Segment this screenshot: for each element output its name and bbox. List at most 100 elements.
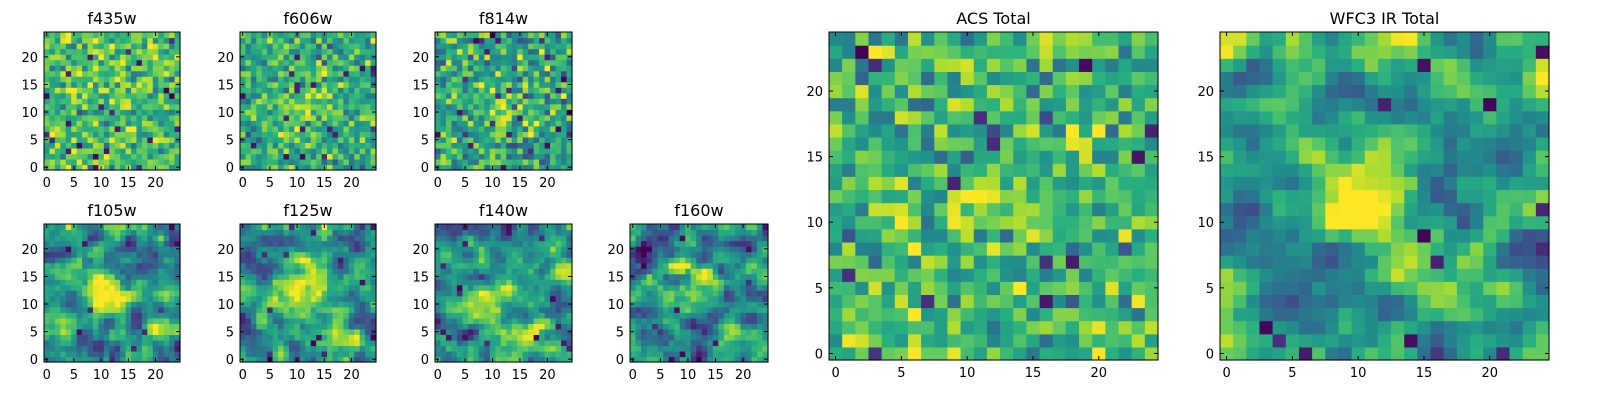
heatmap-cell bbox=[88, 82, 94, 88]
heatmap-cell bbox=[440, 109, 446, 115]
heatmap-cell bbox=[663, 334, 669, 340]
heatmap-cell bbox=[164, 230, 170, 236]
heatmap-cell bbox=[300, 301, 306, 307]
heatmap-cell bbox=[327, 340, 333, 346]
heatmap-cell bbox=[365, 137, 371, 143]
heatmap-cell bbox=[327, 60, 333, 66]
heatmap-cell bbox=[517, 263, 523, 269]
heatmap-cell bbox=[240, 235, 246, 241]
heatmap-cell bbox=[278, 329, 284, 335]
heatmap-cell bbox=[289, 279, 295, 285]
heatmap-cell bbox=[66, 301, 72, 307]
heatmap-cell bbox=[534, 230, 540, 236]
heatmap-cell bbox=[528, 268, 534, 274]
heatmap-cell bbox=[327, 263, 333, 269]
heatmap-cell bbox=[294, 126, 300, 132]
heatmap-cell bbox=[338, 268, 344, 274]
heatmap-cell bbox=[947, 281, 961, 295]
heatmap-cell bbox=[289, 38, 295, 44]
heatmap-cell bbox=[164, 54, 170, 60]
heatmap-cell bbox=[354, 246, 360, 252]
heatmap-cell bbox=[289, 252, 295, 258]
heatmap-cell bbox=[82, 274, 88, 280]
heatmap-cell bbox=[126, 285, 132, 291]
heatmap-cell bbox=[256, 98, 262, 104]
heatmap-cell bbox=[360, 54, 366, 60]
heatmap-cell bbox=[109, 340, 115, 346]
heatmap-cell bbox=[636, 323, 642, 329]
heatmap-cell bbox=[338, 148, 344, 154]
heatmap-cell bbox=[729, 301, 735, 307]
heatmap-cell bbox=[66, 279, 72, 285]
y-tick-label: 5 bbox=[30, 326, 38, 341]
heatmap-cell bbox=[882, 347, 896, 361]
heatmap-cell bbox=[528, 301, 534, 307]
heatmap-cell bbox=[479, 109, 485, 115]
x-tick-label: 15 bbox=[120, 176, 137, 191]
heatmap-cell bbox=[349, 263, 355, 269]
heatmap-cell bbox=[462, 54, 468, 60]
heatmap-cell bbox=[523, 318, 529, 324]
heatmap-cell bbox=[451, 115, 457, 121]
heatmap-cell bbox=[311, 49, 317, 55]
heatmap-cell bbox=[136, 296, 142, 302]
heatmap-cell bbox=[49, 148, 55, 154]
heatmap-cell bbox=[729, 290, 735, 296]
heatmap-cell bbox=[457, 65, 463, 71]
heatmap-cell bbox=[60, 285, 66, 291]
heatmap-cell bbox=[479, 115, 485, 121]
heatmap-cell bbox=[77, 142, 83, 148]
heatmap-cell bbox=[142, 279, 148, 285]
heatmap-cell bbox=[550, 159, 556, 165]
heatmap-cell bbox=[550, 153, 556, 159]
heatmap-cell bbox=[71, 351, 77, 357]
heatmap-cell bbox=[327, 49, 333, 55]
heatmap-cell bbox=[240, 312, 246, 318]
heatmap-cell bbox=[523, 153, 529, 159]
heatmap-cell bbox=[93, 115, 99, 121]
heatmap-cell bbox=[93, 76, 99, 82]
heatmap-cell bbox=[251, 257, 257, 263]
heatmap-cell bbox=[284, 351, 290, 357]
heatmap-cell bbox=[556, 65, 562, 71]
heatmap-cell bbox=[641, 235, 647, 241]
heatmap-cell bbox=[136, 65, 142, 71]
heatmap-cell bbox=[273, 137, 279, 143]
heatmap-cell bbox=[311, 230, 317, 236]
heatmap-cell bbox=[501, 115, 507, 121]
heatmap-cell bbox=[724, 279, 730, 285]
heatmap-cell bbox=[240, 296, 246, 302]
heatmap-cell bbox=[1066, 229, 1080, 243]
heatmap-cell bbox=[93, 65, 99, 71]
heatmap-cell bbox=[88, 65, 94, 71]
heatmap-cell bbox=[82, 109, 88, 115]
heatmap-cell bbox=[490, 104, 496, 110]
heatmap-cell bbox=[60, 252, 66, 258]
heatmap-cell bbox=[718, 230, 724, 236]
heatmap-cell bbox=[284, 109, 290, 115]
heatmap-cell bbox=[158, 252, 164, 258]
heatmap-cell bbox=[256, 82, 262, 88]
heatmap-cell bbox=[663, 257, 669, 263]
heatmap-cell bbox=[528, 43, 534, 49]
heatmap-cell bbox=[316, 153, 322, 159]
heatmap-cell bbox=[707, 334, 713, 340]
heatmap-cell bbox=[164, 38, 170, 44]
heatmap-cell bbox=[49, 257, 55, 263]
heatmap-cell bbox=[713, 345, 719, 351]
heatmap-cell bbox=[1145, 255, 1159, 269]
heatmap-cell bbox=[164, 159, 170, 165]
heatmap-cell bbox=[251, 126, 257, 132]
heatmap-cell bbox=[55, 71, 61, 77]
heatmap-cell bbox=[300, 54, 306, 60]
heatmap-cell bbox=[446, 279, 452, 285]
heatmap-cell bbox=[49, 43, 55, 49]
heatmap-cell bbox=[680, 224, 686, 230]
heatmap-cell bbox=[93, 235, 99, 241]
heatmap-cell bbox=[724, 323, 730, 329]
heatmap-cell bbox=[365, 301, 371, 307]
heatmap-cell bbox=[240, 334, 246, 340]
heatmap-cell bbox=[284, 246, 290, 252]
heatmap-cell bbox=[82, 32, 88, 38]
heatmap-cell bbox=[1145, 268, 1159, 282]
